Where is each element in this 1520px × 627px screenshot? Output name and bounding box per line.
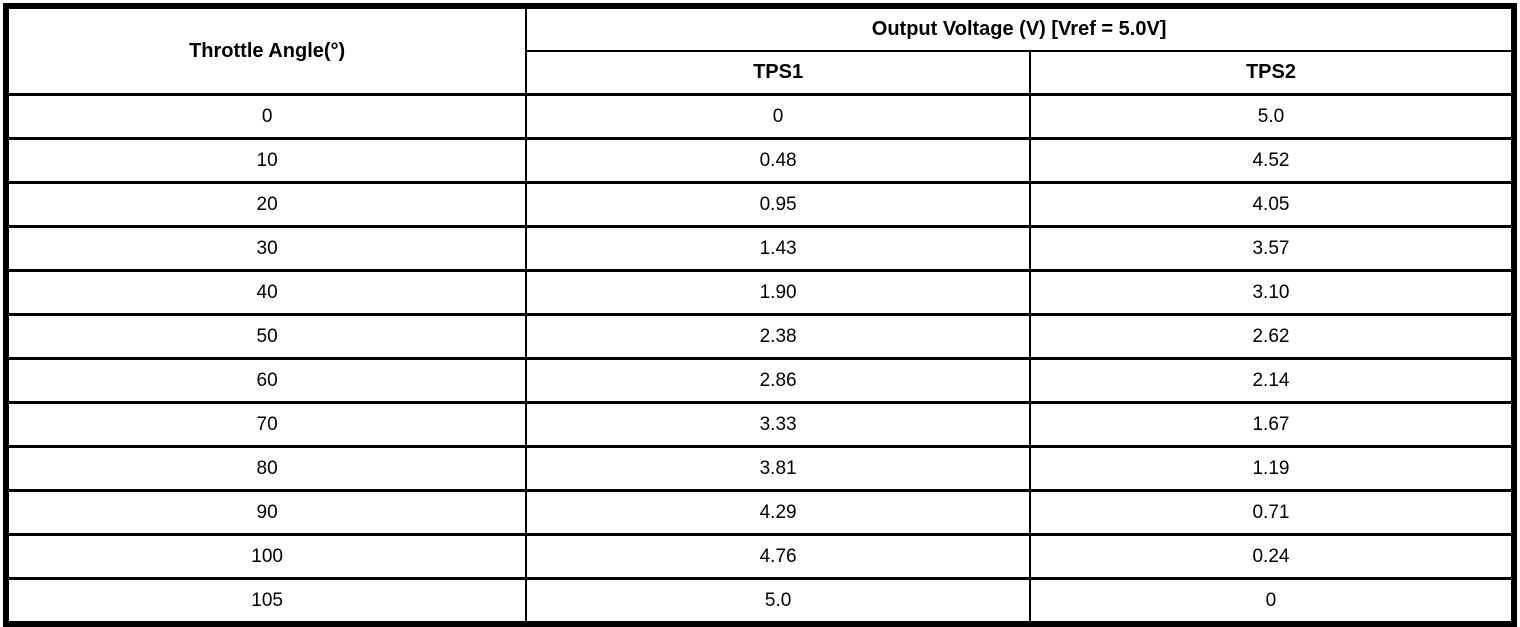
- table-cell: 4.29: [525, 489, 1031, 536]
- table-cell: 5.0: [525, 577, 1031, 627]
- table-cell: 80: [4, 445, 528, 492]
- header-row-sub: TPS1 TPS2: [6, 50, 1516, 96]
- table-row: 40 1.90 3.10: [4, 269, 1516, 316]
- table-row: 30 1.43 3.57: [4, 225, 1516, 272]
- table-cell: 3.10: [1028, 269, 1516, 316]
- table-cell: 30: [4, 225, 528, 272]
- table-cell: 50: [4, 313, 528, 360]
- table-row: 100 4.76 0.24: [4, 533, 1516, 580]
- table-cell: 0.48: [525, 137, 1031, 184]
- table-row: 10 0.48 4.52: [4, 137, 1516, 184]
- table-row: 80 3.81 1.19: [4, 445, 1516, 492]
- table-cell: 2.62: [1028, 313, 1516, 360]
- table-row: 105 5.0 0: [4, 577, 1516, 627]
- table-cell: 100: [4, 533, 528, 580]
- table-cell: 40: [4, 269, 528, 316]
- table-cell: 60: [4, 357, 528, 404]
- table-cell: 1.90: [525, 269, 1031, 316]
- throttle-angle-header: Throttle Angle(°): [4, 5, 528, 96]
- table-header: Throttle Angle(°) Output Voltage (V) [Vr…: [4, 5, 1516, 96]
- table-cell: 0.71: [1028, 489, 1516, 536]
- table-cell: 1.67: [1028, 401, 1516, 448]
- table-cell: 3.81: [525, 445, 1031, 492]
- table-cell: 1.43: [525, 225, 1031, 272]
- table-cell: 5.0: [1028, 93, 1516, 140]
- table-cell: 0: [4, 93, 528, 140]
- header-row-group: Throttle Angle(°) Output Voltage (V) [Vr…: [4, 5, 1515, 96]
- table-cell: 10: [4, 137, 528, 184]
- table-row: 20 0.95 4.05: [4, 181, 1516, 228]
- table-cell: 0: [1028, 577, 1516, 627]
- table-cell: 4.76: [525, 533, 1031, 580]
- throttle-voltage-table: Throttle Angle(°) Output Voltage (V) [Vr…: [3, 3, 1517, 627]
- table-row: 90 4.29 0.71: [4, 489, 1516, 536]
- table-cell: 105: [4, 577, 528, 627]
- table-cell: 70: [4, 401, 528, 448]
- tps1-column-header: TPS1: [525, 50, 1031, 96]
- table-row: 70 3.33 1.67: [4, 401, 1516, 448]
- table-body: 0 0 5.0 10 0.48 4.52 20 0.95 4.05 30 1.43 3.57 40 1.9…: [4, 93, 1516, 627]
- table-cell: 4.52: [1028, 137, 1516, 184]
- table-row: 0 0 5.0: [4, 93, 1516, 140]
- table-cell: 3.57: [1028, 225, 1516, 272]
- table-cell: 0: [525, 93, 1031, 140]
- table-cell: 3.33: [525, 401, 1031, 448]
- table-cell: 2.86: [525, 357, 1031, 404]
- table-cell: 4.05: [1028, 181, 1516, 228]
- table-cell: 90: [4, 489, 528, 536]
- page: Throttle Angle(°) Output Voltage (V) [Vr…: [3, 3, 1517, 627]
- table-cell: 2.14: [1028, 357, 1516, 404]
- table-row: 50 2.38 2.62: [4, 313, 1516, 360]
- table-cell: 0.95: [525, 181, 1031, 228]
- table-cell: 20: [4, 181, 528, 228]
- table-cell: 2.38: [525, 313, 1031, 360]
- table-row: 60 2.86 2.14: [4, 357, 1516, 404]
- output-voltage-group-header: Output Voltage (V) [Vref = 5.0V]: [525, 5, 1515, 52]
- tps2-column-header: TPS2: [1028, 50, 1516, 96]
- table-cell: 0.24: [1028, 533, 1516, 580]
- table-cell: 1.19: [1028, 445, 1516, 492]
